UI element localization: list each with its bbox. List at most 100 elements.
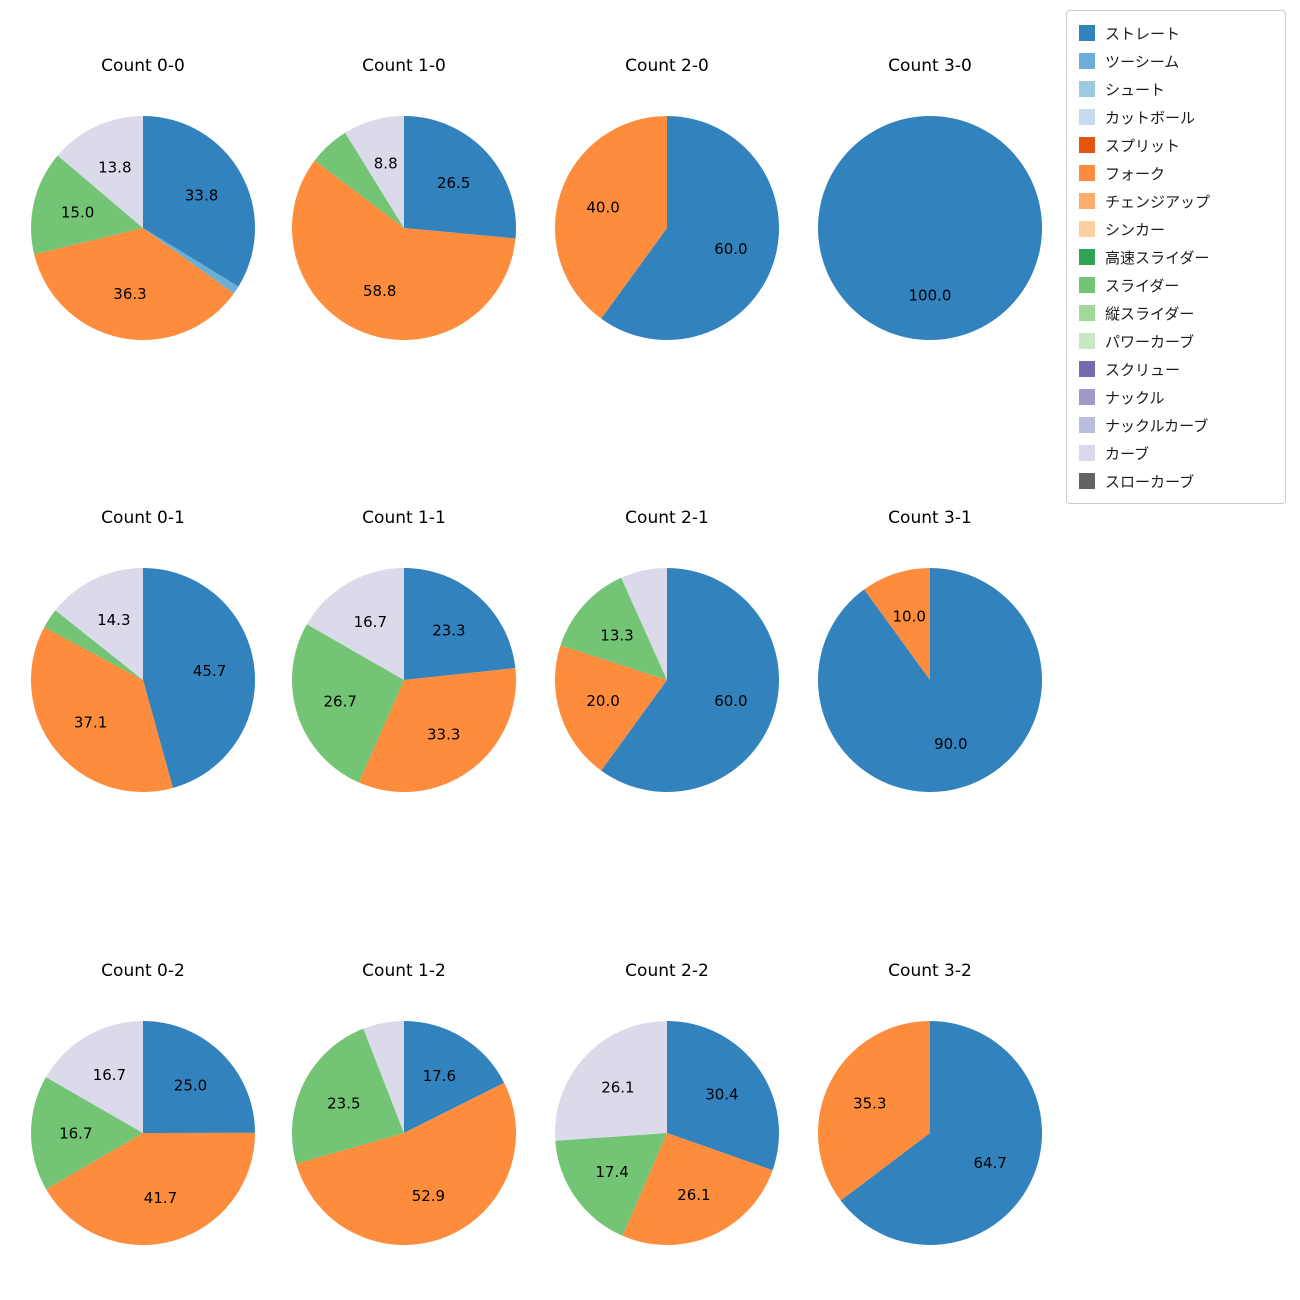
pie-slice — [45, 1021, 144, 1133]
legend-label: スクリュー — [1105, 360, 1181, 379]
pie-slice — [840, 1021, 1043, 1245]
chart-title: Count 2-0 — [625, 56, 709, 76]
legend-label: スローカーブ — [1105, 472, 1195, 491]
pie-slice-label: 13.8 — [98, 158, 131, 176]
pie-chart-count-1-1: 23.3 33.3 26.7 16.7 — [291, 568, 516, 793]
pie-slice — [291, 1028, 404, 1164]
pie-slice — [46, 1132, 256, 1246]
pie-slice — [34, 228, 234, 340]
legend-swatch — [1079, 249, 1095, 265]
legend-item: ツーシーム — [1079, 47, 1273, 75]
legend-label: ツーシーム — [1105, 52, 1180, 71]
pie-slice-label: 90.0 — [934, 735, 967, 753]
pie-slice-label: 60.0 — [714, 692, 747, 710]
pie-slice — [31, 155, 144, 255]
pie-chart-count-0-1: 45.7 37.1 14.3 — [30, 568, 256, 793]
pie-slice-label: 64.7 — [973, 1154, 1006, 1172]
legend-label: ストレート — [1105, 24, 1181, 43]
pie-slice — [560, 577, 667, 680]
pie-slice-label: 16.7 — [354, 613, 387, 631]
pie-slice-label: 16.7 — [93, 1066, 126, 1084]
chart-title: Count 3-0 — [888, 56, 972, 76]
legend-label: 高速スライダー — [1105, 248, 1210, 267]
pie-slice — [864, 568, 930, 680]
legend-label: ナックル — [1105, 388, 1165, 407]
legend-swatch — [1079, 109, 1095, 125]
pie-slice-label: 100.0 — [909, 286, 952, 304]
pie-slice — [404, 116, 516, 239]
legend-item: シュート — [1079, 75, 1273, 103]
pie-slice — [667, 1021, 779, 1171]
pie-slice — [818, 568, 1043, 792]
legend-label: シュート — [1105, 80, 1166, 99]
pie-slice — [622, 1133, 773, 1245]
pie-slice-label: 33.3 — [427, 725, 460, 743]
pie-slice-label: 17.4 — [595, 1163, 628, 1181]
pie-slice — [358, 668, 516, 793]
pie-slice-label: 58.8 — [363, 282, 396, 300]
chart-title: Count 2-2 — [625, 961, 709, 981]
legend-item: スライダー — [1079, 271, 1273, 299]
legend-item: ストレート — [1079, 19, 1273, 47]
legend-item: カーブ — [1079, 439, 1273, 467]
pie-chart-count-3-2: 64.7 35.3 — [818, 1021, 1043, 1245]
pie-chart-count-1-0: 26.5 58.8 8.8 — [291, 116, 516, 341]
legend-label: パワーカーブ — [1105, 332, 1195, 351]
pie-slice-label: 26.1 — [677, 1186, 710, 1204]
legend-label: カットボール — [1105, 108, 1196, 127]
legend-swatch — [1079, 221, 1095, 237]
legend-swatch — [1079, 53, 1095, 69]
legend-label: 縦スライダー — [1105, 304, 1195, 323]
legend-item: スプリット — [1079, 131, 1273, 159]
pie-slice-label: 26.1 — [601, 1078, 634, 1096]
pie-slice-label: 52.9 — [412, 1187, 445, 1205]
pie-chart-count-3-1: 90.0 10.0 — [818, 568, 1043, 792]
legend-swatch — [1079, 333, 1095, 349]
chart-title: Count 2-1 — [625, 508, 709, 528]
pie-slice-label: 26.7 — [323, 692, 356, 710]
legend-label: フォーク — [1105, 164, 1166, 183]
legend-item: パワーカーブ — [1079, 327, 1273, 355]
legend-item: ナックル — [1079, 383, 1273, 411]
pie-slice-label: 30.4 — [705, 1085, 738, 1103]
pie-slice — [601, 116, 780, 340]
pie-slice — [363, 1021, 404, 1133]
pie-slice — [314, 132, 404, 228]
legend-swatch — [1079, 389, 1095, 405]
legend-label: チェンジアップ — [1105, 192, 1211, 211]
legend-label: シンカー — [1105, 220, 1166, 239]
legend-swatch — [1079, 25, 1095, 41]
legend-swatch — [1079, 137, 1095, 153]
legend-item: 高速スライダー — [1079, 243, 1273, 271]
pie-slice-label: 17.6 — [423, 1067, 456, 1085]
pie-slice — [345, 116, 404, 228]
pie-slice-label: 20.0 — [586, 692, 619, 710]
pie-slice-label: 16.7 — [59, 1124, 92, 1142]
pie-slice — [306, 568, 404, 680]
chart-title: Count 1-1 — [362, 508, 446, 528]
pie-slice — [555, 1021, 667, 1141]
legend-item: 縦スライダー — [1079, 299, 1273, 327]
pie-slice-label: 25.0 — [174, 1077, 207, 1095]
pie-slice — [143, 568, 256, 788]
legend-item: スローカーブ — [1079, 467, 1273, 495]
legend-item: シンカー — [1079, 215, 1273, 243]
legend-label: スライダー — [1105, 276, 1180, 295]
pie-slice-label: 10.0 — [892, 607, 925, 625]
legend-item: ナックルカーブ — [1079, 411, 1273, 439]
legend-swatch — [1079, 445, 1095, 461]
legend-swatch — [1079, 361, 1095, 377]
legend-swatch — [1079, 277, 1095, 293]
legend-label: スプリット — [1105, 136, 1181, 155]
pie-slice-label: 15.0 — [61, 204, 94, 222]
pie-slice — [554, 645, 667, 771]
chart-title: Count 3-2 — [888, 961, 972, 981]
pie-slice — [143, 116, 256, 287]
pie-slice-label: 37.1 — [74, 713, 107, 731]
pie-slice — [291, 624, 404, 783]
pie-chart-count-1-2: 17.6 52.9 23.5 — [291, 1021, 516, 1245]
legend-swatch — [1079, 193, 1095, 209]
pie-slice — [818, 1021, 930, 1201]
chart-title: Count 0-1 — [101, 508, 185, 528]
legend-swatch — [1079, 81, 1095, 97]
